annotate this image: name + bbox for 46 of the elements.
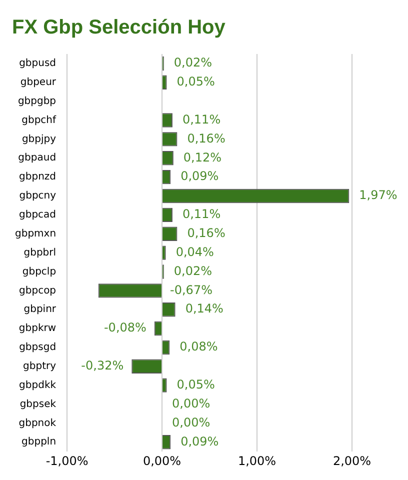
y-tick-label: gbpclp (22, 266, 56, 278)
x-tick-label: 0,00% (142, 454, 182, 468)
data-label: 0,11% (182, 207, 221, 222)
y-tick-label: gbpcop (19, 285, 56, 296)
data-label: 0,02% (174, 264, 212, 278)
data-label: 0,09% (180, 169, 219, 184)
data-label: 1,97% (359, 188, 398, 202)
data-label: -0,32% (81, 358, 124, 373)
y-tick-label: gbpdkk (19, 380, 56, 391)
y-tick-label: gbppln (22, 436, 56, 448)
y-tick-label: gbpcny (19, 190, 56, 202)
x-tick-label: 2,00% (332, 454, 372, 468)
data-label: -0,67% (170, 282, 212, 297)
y-tick-label: gbpaud (18, 152, 56, 164)
data-label: 0,09% (180, 434, 219, 448)
data-label: 0,05% (176, 377, 215, 392)
y-tick-label: gbpchf (22, 114, 57, 126)
y-tick-label: gbpnok (18, 418, 56, 429)
data-label: 0,00% (172, 415, 210, 430)
y-tick-label: gbpsek (20, 398, 56, 410)
y-tick-label: gbptry (23, 360, 56, 372)
y-tick-label: gbpmxn (14, 228, 56, 240)
y-tick-label: gbpusd (19, 58, 56, 70)
data-label: 0,04% (176, 244, 214, 259)
data-label: 0,11% (182, 112, 221, 126)
data-label: 0,08% (180, 340, 218, 354)
data-label: 0,12% (183, 150, 222, 164)
data-label: 0,16% (187, 226, 226, 240)
y-tick-label: gbpgbp (18, 96, 56, 107)
y-tick-label: gbpeur (20, 76, 57, 88)
y-tick-label: gbpnzd (19, 172, 56, 183)
data-label: 0,14% (185, 302, 224, 316)
data-label: 0,02% (174, 56, 212, 70)
data-label: -0,08% (104, 320, 146, 335)
y-tick-label: gbpsgd (19, 342, 56, 354)
chart-title: FX Gbp Selección Hoy (12, 16, 226, 39)
data-label: 0,00% (172, 396, 210, 410)
data-label: 0,16% (187, 131, 226, 146)
y-tick-label: gbpkrw (18, 323, 56, 334)
y-tick-label: gbpinr (24, 304, 57, 316)
y-tick-label: gbpbrl (24, 247, 56, 258)
x-tick-label: -1,00% (46, 454, 88, 468)
data-label: 0,05% (176, 74, 215, 89)
y-tick-label: gbpcad (19, 210, 56, 221)
x-tick-label: 1,00% (238, 454, 276, 468)
y-tick-label: gbpjpy (22, 134, 56, 145)
